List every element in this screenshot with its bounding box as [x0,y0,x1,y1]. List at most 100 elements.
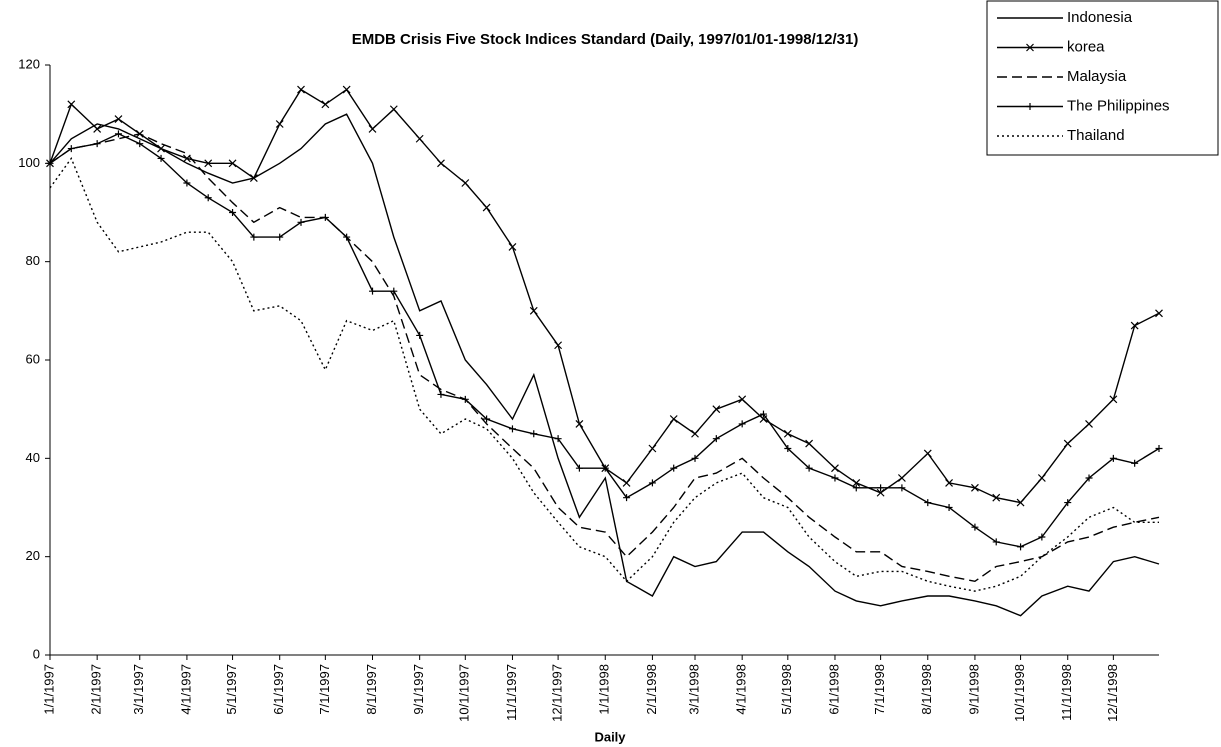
y-tick-label: 20 [26,548,40,563]
marker [321,213,329,221]
y-tick-label: 100 [18,155,40,170]
marker [831,474,839,482]
marker [389,105,398,114]
marker [759,410,767,418]
marker [691,429,699,438]
marker [67,145,75,153]
series-line [49,133,1160,548]
x-tick-label: 3/1/1997 [131,664,146,715]
x-tick-label: 4/1/1998 [734,664,749,715]
marker [321,100,330,109]
marker [924,499,932,507]
legend-label: Thailand [1067,127,1125,144]
legend-label: korea [1067,38,1105,55]
x-tick-label: 10/1/1997 [457,664,472,722]
x-tick-label: 12/1/1997 [550,664,565,722]
marker [461,179,470,187]
marker [157,154,165,162]
x-tick-label: 4/1/1997 [178,664,193,715]
marker [93,140,101,148]
y-tick-label: 60 [26,351,40,366]
legend-box [986,0,1219,156]
marker [898,484,906,492]
marker [1016,498,1025,507]
marker [482,203,491,212]
marker [1155,445,1163,452]
marker [1038,533,1046,541]
x-tick-label: 7/1/1997 [317,664,332,715]
legend: Indonesia korea Malaysia The Philippines Tha… [986,0,1219,156]
marker [228,159,237,168]
marker [738,420,746,428]
series-line [49,156,1159,592]
x-tick-label: 1/1/1997 [41,664,56,715]
marker [670,464,678,472]
x-tick-label: 12/1/1998 [1105,664,1120,722]
marker [992,538,1000,546]
marker [437,159,445,168]
marker [114,130,122,138]
marker [342,85,351,94]
x-axis-label: Daily [594,729,626,744]
marker [738,395,747,404]
series-line [49,113,1160,617]
marker [1037,474,1046,482]
x-tick-label: 3/1/1998 [686,664,701,715]
marker [157,144,165,153]
marker [852,478,861,487]
marker [297,85,305,94]
marker [648,444,657,453]
marker [1155,309,1163,318]
marker [1085,474,1093,482]
marker [971,483,979,492]
marker [897,474,906,482]
x-tick-label: 11/1/1998 [1059,664,1074,721]
marker [297,218,305,226]
marker [876,488,885,497]
marker [805,439,814,448]
marker [1017,543,1025,551]
marker [992,493,1001,502]
marker [461,395,469,403]
marker [852,484,860,492]
y-tick-label: 80 [26,253,40,268]
marker [712,405,721,414]
x-tick-label: 2/1/1997 [89,664,104,715]
marker [250,233,258,241]
marker [575,419,584,428]
x-tick-label: 5/1/1998 [779,664,794,715]
x-tick-label: 2/1/1998 [644,664,659,715]
marker [601,464,609,472]
x-tick-label: 10/1/1998 [1012,664,1027,722]
marker [390,287,398,295]
series-line [49,133,1160,583]
marker [712,435,720,443]
marker [945,504,953,511]
marker [669,415,678,423]
marker [691,454,699,462]
marker [229,209,237,216]
marker [1085,419,1093,428]
marker [437,390,445,398]
marker [529,306,538,315]
marker [1064,499,1072,507]
marker [416,331,424,339]
marker [575,464,583,472]
x-tick-label: 9/1/1998 [966,664,981,715]
chart-title: EMDB Crisis Five Stock Indices Standard … [352,31,859,48]
marker [46,159,54,167]
marker [1130,321,1139,330]
legend-label: The Philippines [1067,97,1170,114]
marker [1026,43,1034,52]
marker [204,194,212,202]
marker [945,478,953,487]
marker [1026,103,1034,110]
legend-label: Indonesia [1067,9,1133,26]
marker [623,494,631,502]
x-tick-label: 6/1/1997 [271,664,286,715]
marker [415,134,424,143]
x-tick-label: 8/1/1997 [364,664,379,715]
x-tick-label: 7/1/1998 [872,664,887,715]
marker [136,140,144,148]
marker [805,464,813,472]
